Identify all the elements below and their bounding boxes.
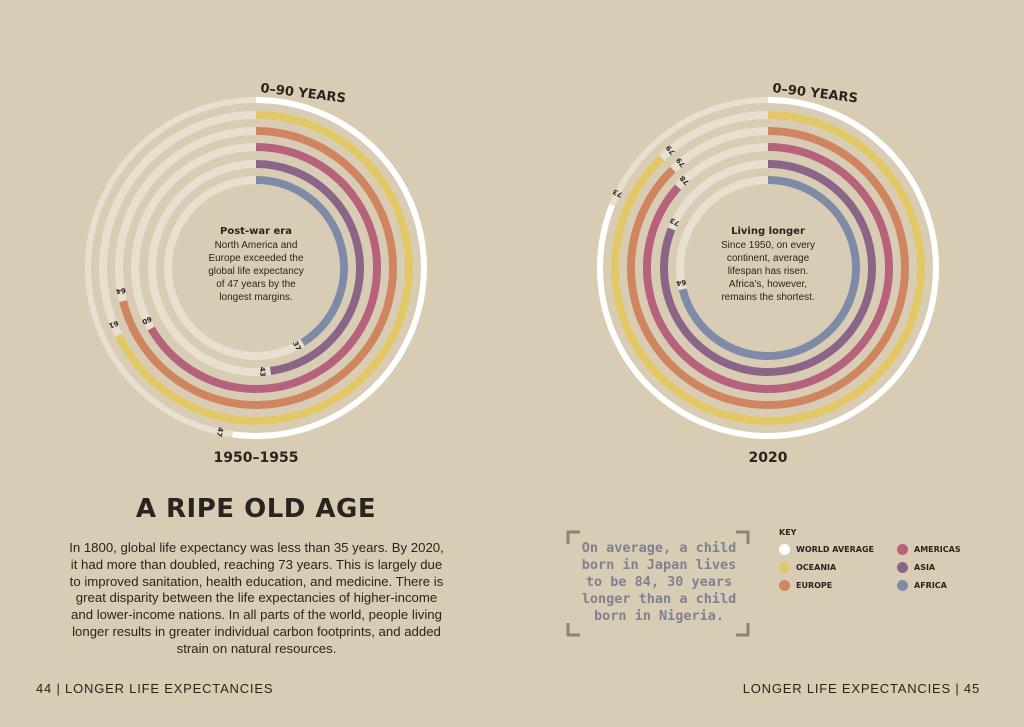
center-title: Post-war era xyxy=(220,226,292,237)
center-text-line: remains the shortest. xyxy=(721,292,814,303)
footer-right: LONGER LIFE EXPECTANCIES | 45 xyxy=(742,681,980,696)
bar-africa xyxy=(678,176,860,360)
period-label: 1950–1955 xyxy=(214,450,299,466)
oceania-swatch xyxy=(779,562,790,573)
bar-oceania xyxy=(611,111,925,425)
bar-asia xyxy=(255,160,364,375)
intro-paragraph: In 1800, global life expectancy was less… xyxy=(69,540,444,656)
value-label: 61 xyxy=(107,319,119,330)
bar-asia xyxy=(660,160,876,376)
value-label: 73 xyxy=(611,187,623,199)
pull-quote: On average, a child born in Japan lives … xyxy=(581,540,737,624)
key-label: OCEANIA xyxy=(796,563,837,572)
center-text-line: continent, average xyxy=(727,253,810,264)
value-label: 64 xyxy=(676,278,687,288)
bar-world-average xyxy=(597,97,939,439)
value-label: 64 xyxy=(115,286,126,296)
europe-swatch xyxy=(779,580,790,591)
americas-swatch xyxy=(897,544,908,555)
bar-europe xyxy=(627,127,909,409)
center-text-line: global life expectancy xyxy=(208,266,304,277)
center-text-line: longest margins. xyxy=(219,292,292,303)
key-item-americas: AMERICAS xyxy=(897,544,961,555)
value-label: 73 xyxy=(669,216,681,228)
center-title: Living longer xyxy=(731,226,805,237)
value-label: 60 xyxy=(141,314,153,325)
key-label: AFRICA xyxy=(914,581,947,590)
page-title: A RIPE OLD AGE xyxy=(135,494,377,524)
quote-brackets xyxy=(566,530,750,637)
key-title: KEY xyxy=(779,528,797,537)
center-text-line: Since 1950, on every xyxy=(721,240,815,251)
bar-europe xyxy=(119,127,397,409)
key-label: ASIA xyxy=(914,563,936,572)
value-label: 37 xyxy=(291,340,303,352)
bar-americas xyxy=(643,143,893,393)
footer-left: 44 | LONGER LIFE EXPECTANCIES xyxy=(36,681,274,696)
value-label: 43 xyxy=(258,367,267,377)
center-text-line: lifespan has risen. xyxy=(728,266,809,277)
value-label: 47 xyxy=(215,426,225,437)
key-label: WORLD AVERAGE xyxy=(796,545,874,554)
period-label: 2020 xyxy=(749,450,788,466)
key-label: EUROPE xyxy=(796,581,833,590)
key-item-oceania: OCEANIA xyxy=(779,562,836,573)
bar-world-average xyxy=(232,97,427,439)
key-item-europe: EUROPE xyxy=(779,580,832,591)
africa-swatch xyxy=(897,580,908,591)
key-item-asia: ASIA xyxy=(897,562,935,573)
center-text-line: of 47 years by the xyxy=(216,279,296,290)
key-item-africa: AFRICA xyxy=(897,580,947,591)
world-average-swatch xyxy=(779,544,790,555)
bar-africa xyxy=(255,176,348,347)
bar-oceania xyxy=(114,111,413,425)
key-item-world-average: WORLD AVERAGE xyxy=(779,544,874,555)
bar-americas xyxy=(147,143,381,393)
key-label: AMERICAS xyxy=(914,545,961,554)
center-text-line: North America and xyxy=(215,240,298,251)
center-text-line: Europe exceeded the xyxy=(208,253,304,264)
asia-swatch xyxy=(897,562,908,573)
center-text-line: Africa’s, however, xyxy=(729,279,807,290)
